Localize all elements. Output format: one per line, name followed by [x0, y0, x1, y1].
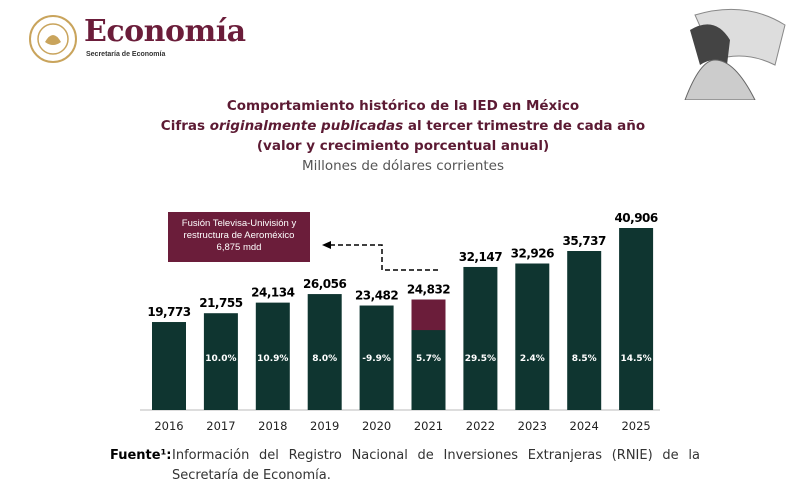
source-label: Fuente¹:	[110, 448, 172, 463]
bar-2020	[359, 305, 394, 410]
growth-label: 10.0%	[205, 354, 236, 364]
x-tick-label: 2017	[206, 419, 235, 433]
logo-subtitle: Secretaría de Economía	[86, 51, 166, 58]
growth-label: 2.4%	[520, 354, 545, 364]
value-label: 23,482	[355, 289, 398, 303]
value-label: 21,755	[199, 296, 242, 310]
x-tick-label: 2023	[518, 419, 547, 433]
value-label: 24,832	[407, 283, 450, 297]
arrowhead-icon	[322, 241, 331, 249]
growth-label: 8.0%	[312, 354, 337, 364]
bar-2018	[255, 302, 290, 410]
growth-label: 29.5%	[465, 354, 496, 364]
chart-title: Comportamiento histórico de la IED en Mé…	[226, 98, 580, 114]
source-text: Información del Registro Nacional de Inv…	[172, 448, 700, 483]
growth-label: -9.9%	[362, 354, 391, 364]
growth-label: 8.5%	[572, 354, 597, 364]
annotation-line: Fusión Televisa-Univisión y	[181, 218, 297, 229]
x-tick-label: 2021	[414, 419, 443, 433]
x-tick-label: 2019	[310, 419, 339, 433]
chart-units: Millones de dólares corrientes	[301, 158, 505, 174]
annotation-box: Fusión Televisa-Univisión y restructura …	[168, 212, 310, 262]
annotation-value: 6,875 mdd	[216, 242, 262, 253]
source-note: Fuente¹: Información del Registro Nacion…	[110, 446, 700, 486]
x-tick-label: 2016	[154, 419, 183, 433]
x-tick-label: 2020	[362, 419, 391, 433]
growth-label: 10.9%	[257, 354, 288, 364]
value-label: 26,056	[303, 277, 346, 291]
x-tick-label: 2018	[258, 419, 287, 433]
bar-2017	[203, 313, 238, 410]
bar-2025	[619, 228, 654, 410]
bar-highlight-2021	[411, 299, 446, 331]
value-label: 40,906	[614, 211, 657, 225]
mexico-seal-logo	[29, 15, 77, 63]
chart-title-line-2: Cifras originalmente publicadas al terce…	[160, 118, 646, 134]
value-label: 32,926	[511, 247, 554, 261]
x-tick-label: 2025	[621, 419, 650, 433]
portrait-illustration	[684, 8, 786, 100]
x-tick-label: 2022	[466, 419, 495, 433]
value-label: 19,773	[147, 305, 190, 319]
bar-2023	[515, 263, 550, 410]
x-tick-label: 2024	[570, 419, 599, 433]
value-label: 24,134	[251, 286, 294, 300]
annotation-line: restructura de Aeroméxico	[183, 230, 295, 241]
logo-title: Economía	[84, 14, 246, 49]
bar-2016	[152, 322, 186, 410]
growth-label: 14.5%	[620, 354, 651, 364]
annotation-arrow	[330, 244, 438, 271]
bar-2024	[567, 250, 602, 410]
bar-2019	[307, 294, 342, 410]
value-label: 35,737	[563, 234, 606, 248]
chart-title-line-3: (valor y crecimiento porcentual anual)	[256, 138, 550, 154]
growth-label: 5.7%	[416, 354, 441, 364]
bar-2022	[463, 266, 498, 410]
value-label: 32,147	[459, 250, 502, 264]
